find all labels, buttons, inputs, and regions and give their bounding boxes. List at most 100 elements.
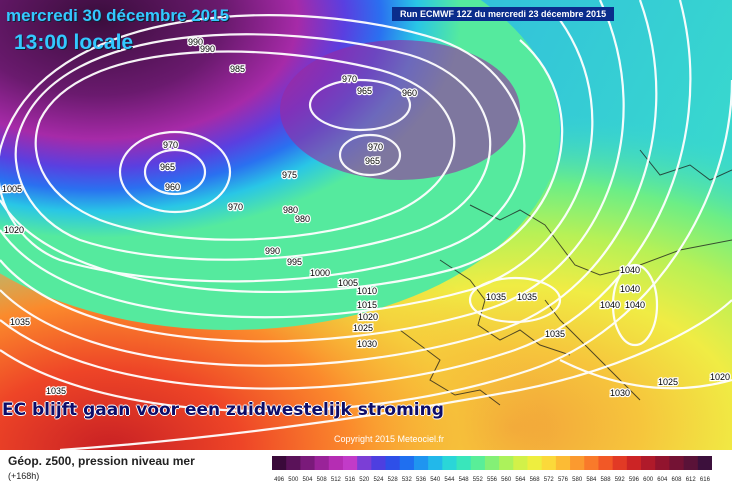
scale-tick-label: 616 bbox=[700, 477, 711, 483]
scale-tick-label: 524 bbox=[373, 477, 384, 483]
scale-tick-label: 544 bbox=[444, 477, 455, 483]
scale-tick-label: 600 bbox=[643, 477, 654, 483]
isobar-label: 1025 bbox=[658, 377, 678, 387]
isobar-label: 1015 bbox=[357, 300, 377, 310]
isobar-label: 1030 bbox=[357, 339, 377, 349]
scale-tick-label: 552 bbox=[473, 477, 484, 483]
scale-swatch bbox=[598, 456, 614, 470]
isobar-label: 1035 bbox=[486, 292, 506, 302]
isobar-label: 965 bbox=[365, 156, 380, 166]
scale-tick-label: 584 bbox=[586, 477, 597, 483]
scale-tick-label: 504 bbox=[302, 477, 313, 483]
scale-tick-label: 520 bbox=[359, 477, 370, 483]
isobar-label: 1035 bbox=[517, 292, 537, 302]
isobar-label: 1005 bbox=[338, 278, 358, 288]
isobar-label: 985 bbox=[230, 64, 245, 74]
scale-swatch bbox=[527, 456, 543, 470]
scale-swatch bbox=[555, 456, 571, 470]
legend-title: Géop. z500, pression niveau mer bbox=[8, 454, 195, 468]
scale-tick-label: 596 bbox=[629, 477, 640, 483]
scale-swatch bbox=[513, 456, 528, 470]
scale-tick-label: 512 bbox=[331, 477, 342, 483]
legend-subtitle: (+168h) bbox=[8, 471, 40, 481]
scale-swatch bbox=[683, 456, 699, 470]
scale-swatch bbox=[612, 456, 628, 470]
scale-tick-label: 536 bbox=[416, 477, 427, 483]
isobar-label: 990 bbox=[188, 37, 203, 47]
scale-tick-label: 496 bbox=[274, 477, 285, 483]
scale-tick-label: 516 bbox=[345, 477, 356, 483]
isobar-label: 970 bbox=[342, 74, 357, 84]
isobar-label: 1030 bbox=[610, 388, 630, 398]
scale-swatch bbox=[655, 456, 670, 470]
isobar-label: 1000 bbox=[310, 268, 330, 278]
isobar-label: 1035 bbox=[545, 329, 565, 339]
scale-swatch bbox=[428, 456, 443, 470]
isobar-label: 1035 bbox=[10, 317, 30, 327]
scale-tick-label: 580 bbox=[572, 477, 583, 483]
scale-swatch bbox=[371, 456, 387, 470]
scale-tick-label: 588 bbox=[601, 477, 612, 483]
isobar-label: 1020 bbox=[4, 225, 24, 235]
scale-tick-label: 556 bbox=[487, 477, 498, 483]
isobar-label: 960 bbox=[402, 88, 417, 98]
scale-swatch bbox=[342, 456, 358, 470]
scale-tick-label: 592 bbox=[615, 477, 626, 483]
isobar-label: 1040 bbox=[620, 284, 640, 294]
isobar-label: 1025 bbox=[353, 323, 373, 333]
scale-swatch bbox=[328, 456, 344, 470]
scale-tick-label: 532 bbox=[402, 477, 413, 483]
scale-swatch bbox=[357, 456, 372, 470]
scale-swatch bbox=[314, 456, 330, 470]
isobar-label: 1040 bbox=[625, 300, 645, 310]
isobar-label: 1035 bbox=[46, 386, 66, 396]
scale-swatch bbox=[641, 456, 656, 470]
scale-swatch bbox=[456, 456, 472, 470]
isobar-label: 1020 bbox=[710, 372, 730, 382]
isobar-label: 990 bbox=[200, 44, 215, 54]
scale-swatch bbox=[697, 456, 712, 470]
scale-tick-label: 608 bbox=[672, 477, 683, 483]
scale-swatch bbox=[626, 456, 642, 470]
scale-swatch bbox=[669, 456, 685, 470]
isobar-label: 980 bbox=[295, 214, 310, 224]
isobar-label: 960 bbox=[165, 182, 180, 192]
isobar-label: 965 bbox=[357, 86, 372, 96]
scale-swatch bbox=[286, 456, 301, 470]
isobar-label: 980 bbox=[283, 205, 298, 215]
scale-tick-label: 560 bbox=[501, 477, 512, 483]
scale-tick-label: 528 bbox=[388, 477, 399, 483]
overlay-caption: EC blijft gaan voor een zuidwestelijk st… bbox=[2, 400, 444, 420]
isobar-label: 995 bbox=[287, 257, 302, 267]
isobar-label: 970 bbox=[228, 202, 243, 212]
isobar-label: 990 bbox=[265, 246, 280, 256]
scale-swatch bbox=[584, 456, 599, 470]
color-scale: 496 500 504 508 512 516 520 524 528 532 536 540 544 5… bbox=[272, 456, 712, 483]
legend-bar: Géop. z500, pression niveau mer (+168h) … bbox=[0, 450, 732, 488]
scale-tick-label: 604 bbox=[657, 477, 668, 483]
scale-tick-label: 612 bbox=[686, 477, 697, 483]
forecast-date: mercredi 30 décembre 2015 bbox=[6, 6, 230, 25]
scale-swatch bbox=[499, 456, 514, 470]
isobar-label: 970 bbox=[368, 142, 383, 152]
isobar-label: 1040 bbox=[600, 300, 620, 310]
scale-swatch bbox=[385, 456, 401, 470]
scale-tick-label: 540 bbox=[430, 477, 441, 483]
scale-tick-label: 548 bbox=[459, 477, 470, 483]
secondary-low-field bbox=[280, 40, 520, 180]
isobar-label: 1010 bbox=[357, 286, 377, 296]
isobar-label: 1005 bbox=[2, 184, 22, 194]
isobars bbox=[0, 0, 732, 450]
scale-swatch bbox=[413, 456, 429, 470]
scale-tick-label: 576 bbox=[558, 477, 569, 483]
scale-swatch bbox=[442, 456, 458, 470]
scale-swatch bbox=[470, 456, 486, 470]
scale-swatch bbox=[272, 456, 287, 470]
isobar-label: 965 bbox=[160, 162, 175, 172]
copyright-text: Copyright 2015 Meteociel.fr bbox=[334, 434, 445, 444]
scale-tick-label: 572 bbox=[544, 477, 555, 483]
isobar-label: 1020 bbox=[358, 312, 378, 322]
scale-swatch bbox=[541, 456, 557, 470]
